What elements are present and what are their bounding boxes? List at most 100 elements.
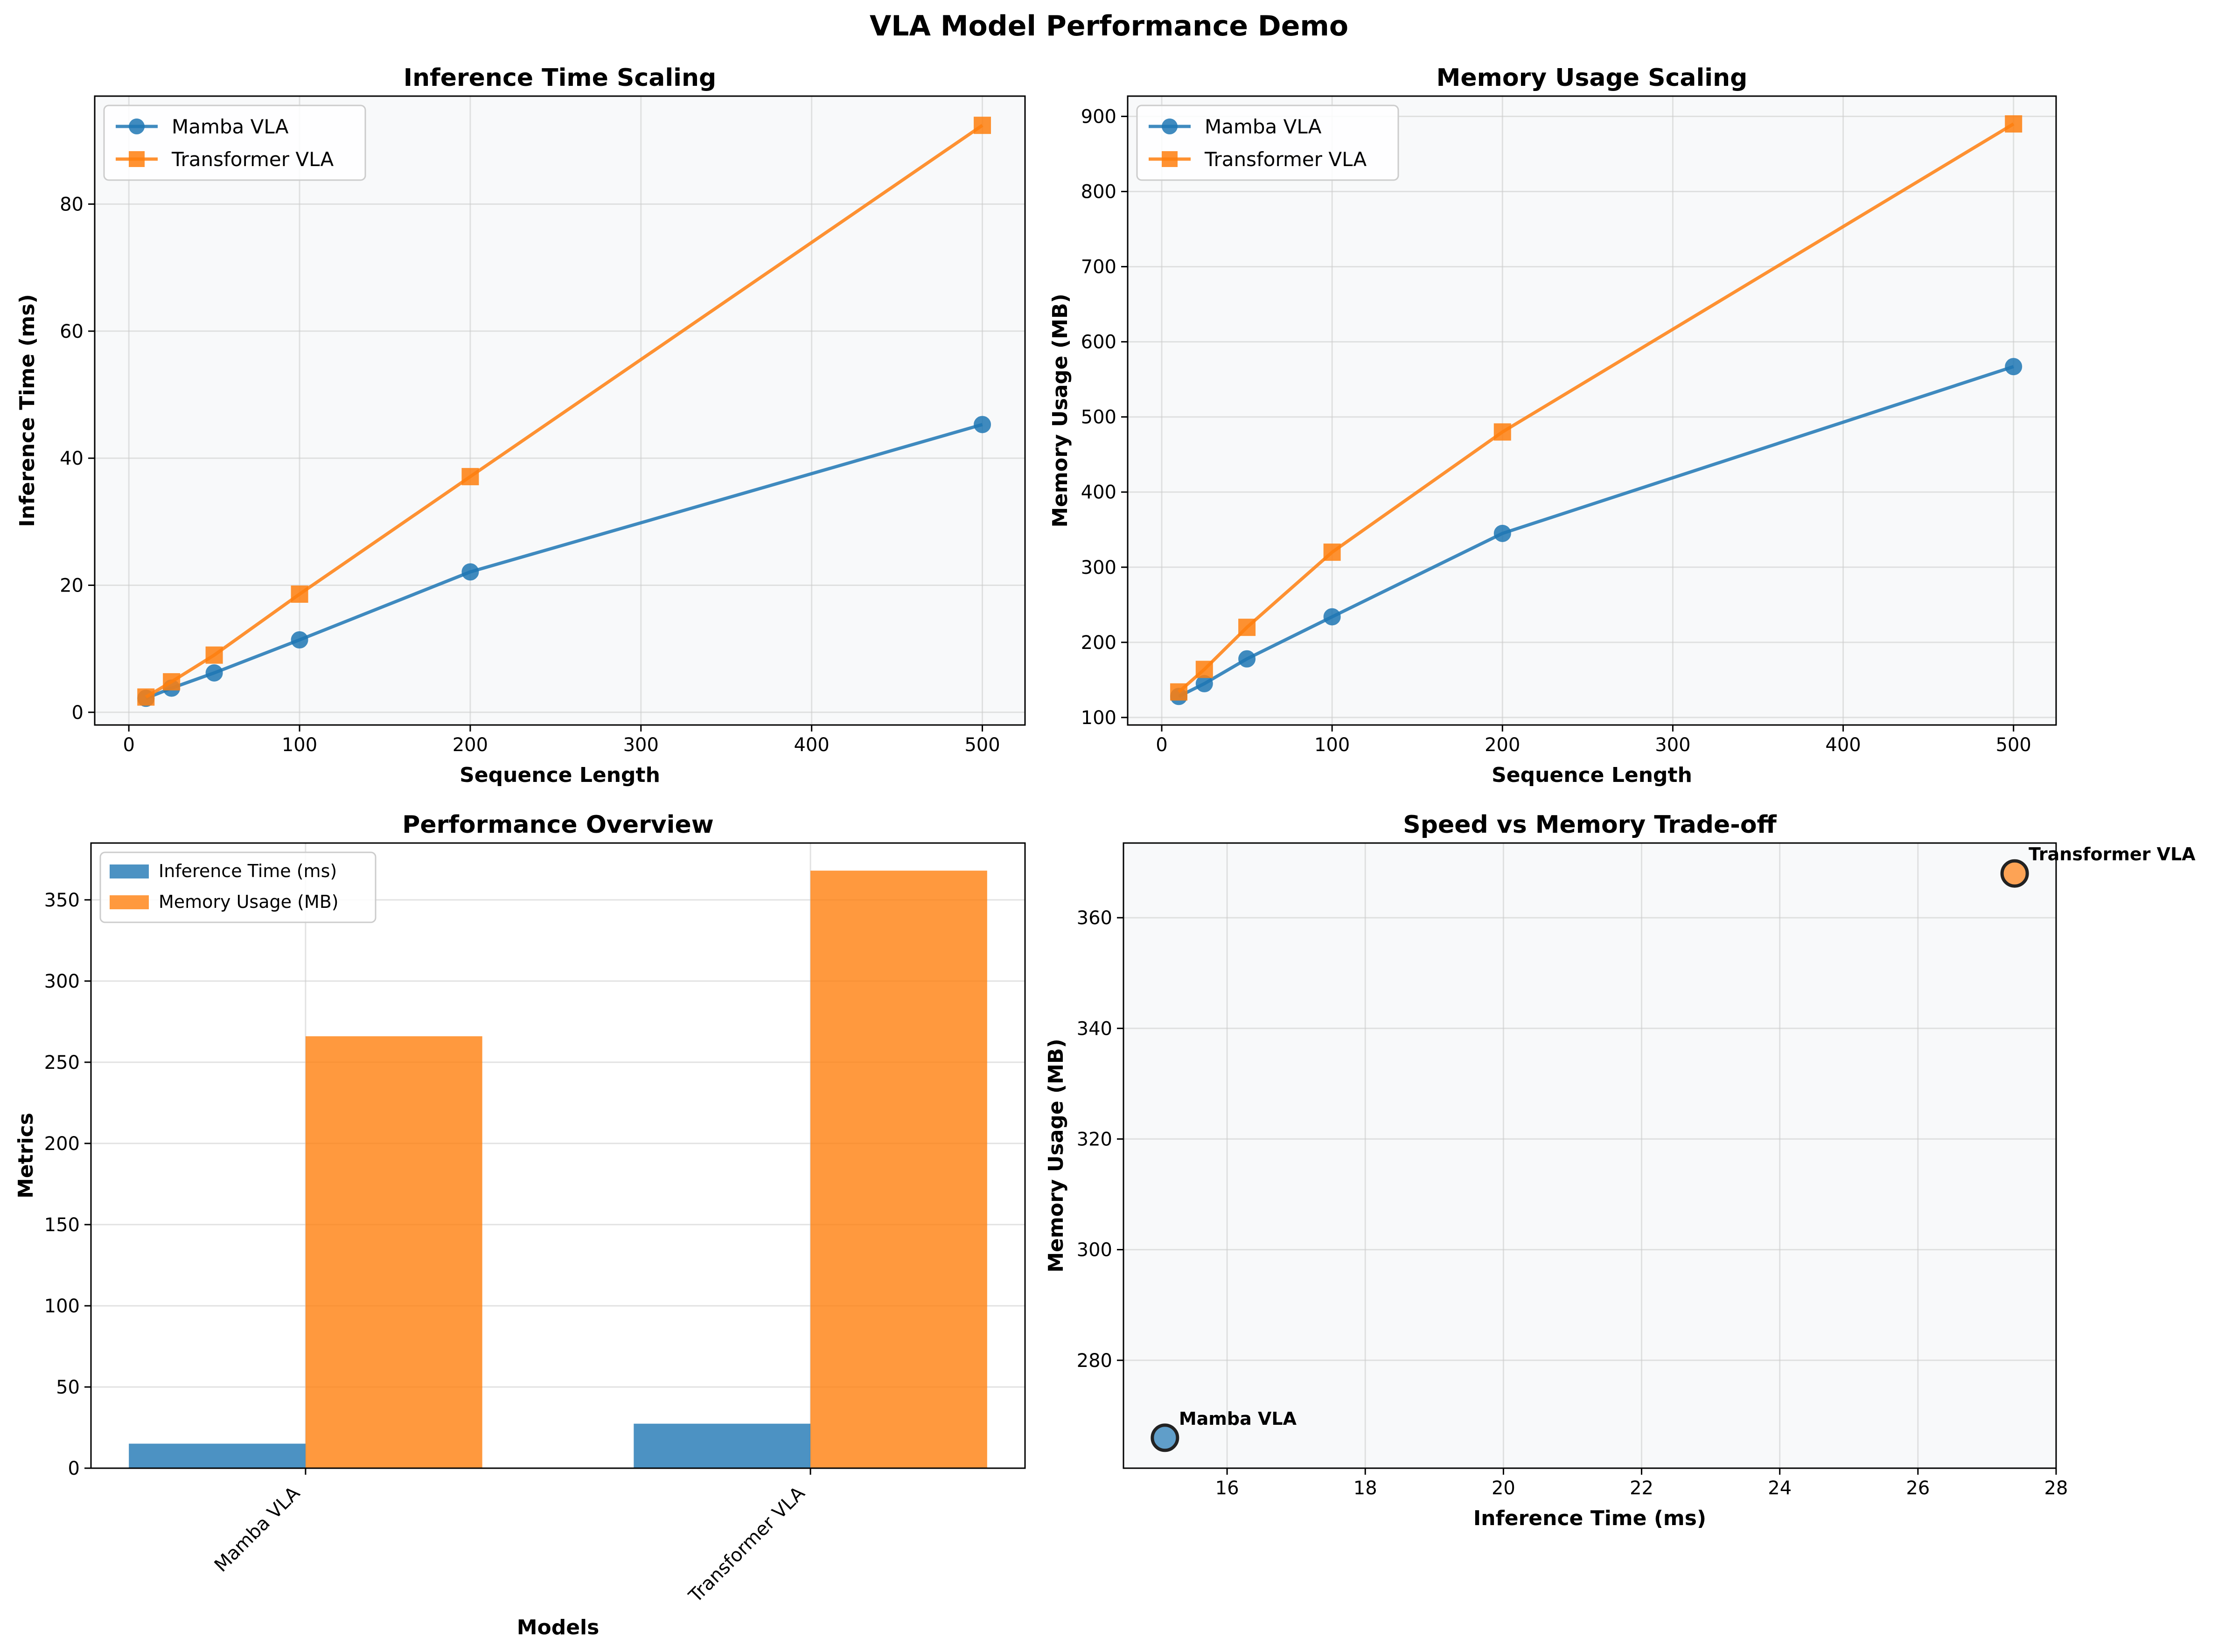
- y-tick-label: 300: [1077, 1240, 1112, 1261]
- series-transformer: [1170, 115, 2023, 701]
- legend-swatch-marker: [129, 118, 145, 134]
- y-tick-label: 400: [1081, 482, 1116, 503]
- y-axis-label: Inference Time (ms): [15, 294, 39, 527]
- point-label: Mamba VLA: [1179, 1408, 1297, 1429]
- y-tick-label: 50: [56, 1377, 80, 1398]
- performance-overview-chart: 0 50 100 150 200 250 300 350 Mamba VLA Transforme…: [14, 811, 1026, 1639]
- data-point: [1170, 683, 1188, 701]
- axes-frame: [94, 95, 1026, 726]
- y-tick-label: 0: [72, 702, 84, 724]
- bar-series-inference: [129, 1423, 811, 1468]
- legend-box: [103, 105, 366, 181]
- legend: Mamba VLA Transformer VLA: [1136, 105, 1399, 181]
- y-tick-label: 350: [44, 890, 80, 911]
- y-tick-label: 100: [44, 1296, 80, 1317]
- chart-title: Memory Usage Scaling: [1437, 64, 1748, 92]
- y-tick-label: 40: [60, 448, 84, 469]
- data-point: [163, 673, 181, 690]
- x-tick-label: 400: [1825, 734, 1861, 756]
- legend-label: Inference Time (ms): [159, 861, 337, 881]
- y-tick-label: 700: [1081, 257, 1116, 278]
- data-point: [1323, 608, 1341, 626]
- y-tick-label: 250: [44, 1052, 80, 1073]
- chart-title: Performance Overview: [402, 811, 714, 839]
- x-tick-label: 500: [1996, 734, 2031, 756]
- x-axis-label: Inference Time (ms): [1473, 1506, 1706, 1530]
- x-tick-label: 100: [282, 734, 317, 756]
- x-tick-label: 26: [1906, 1478, 1930, 1499]
- bar: [810, 871, 987, 1468]
- bar: [634, 1423, 811, 1468]
- data-point: [291, 586, 308, 603]
- x-tick-label: 24: [1768, 1478, 1792, 1499]
- data-point: [1195, 661, 1213, 678]
- data-point: [205, 646, 223, 664]
- y-tick-label: 200: [1081, 632, 1116, 654]
- grid-lines: [1123, 843, 2057, 1468]
- x-tick-label: 0: [1156, 734, 1167, 756]
- x-tick-label: 500: [964, 734, 1000, 756]
- legend-swatch-marker: [1162, 118, 1178, 134]
- axes-frame: [90, 842, 1026, 1469]
- data-point: [2005, 115, 2023, 133]
- data-point: [974, 117, 991, 134]
- legend-swatch: [110, 864, 149, 878]
- data-point: [974, 416, 991, 433]
- x-tick-label: 300: [623, 734, 659, 756]
- data-point: [1493, 524, 1511, 542]
- legend-swatch-marker: [129, 151, 145, 167]
- y-tick-label: 80: [60, 194, 84, 215]
- figure-title: VLA Model Performance Demo: [870, 10, 1348, 42]
- y-tick-label: 60: [60, 321, 84, 342]
- x-tick-label: 300: [1655, 734, 1690, 756]
- y-tick-label: 360: [1077, 907, 1112, 929]
- x-tick-label: 0: [123, 734, 134, 756]
- legend-swatch: [110, 895, 149, 909]
- y-tick-label: 20: [60, 575, 84, 596]
- data-point: [291, 631, 308, 649]
- x-tick-label: 200: [1485, 734, 1520, 756]
- data-point: [1195, 675, 1213, 692]
- data-point: [1493, 423, 1511, 441]
- y-tick-label: 0: [68, 1458, 80, 1479]
- y-tick-label: 320: [1077, 1129, 1112, 1150]
- x-tick-label: 18: [1353, 1478, 1377, 1499]
- chart-title: Inference Time Scaling: [404, 64, 717, 92]
- grid-lines: [1128, 96, 2056, 725]
- legend-swatch-marker: [1162, 151, 1178, 167]
- data-point: [137, 688, 155, 706]
- series-transformer: [137, 117, 991, 706]
- data-point: [461, 468, 479, 486]
- x-tick-label: 200: [453, 734, 488, 756]
- data-point: [205, 664, 223, 682]
- x-axis-label: Sequence Length: [1492, 763, 1692, 787]
- y-tick-label: 200: [44, 1133, 80, 1155]
- x-tick-label: Transformer VLA: [684, 1482, 809, 1607]
- y-axis-label: Memory Usage (MB): [1048, 293, 1072, 527]
- x-tick-label: 400: [794, 734, 829, 756]
- data-point: [2005, 358, 2023, 376]
- y-tick-label: 900: [1081, 106, 1116, 127]
- legend-label: Mamba VLA: [1205, 115, 1322, 138]
- legend: Inference Time (ms) Memory Usage (MB): [99, 851, 377, 923]
- y-tick-label: 600: [1081, 332, 1116, 353]
- x-tick-label: 100: [1314, 734, 1350, 756]
- y-tick-label: 300: [1081, 557, 1116, 579]
- y-tick-label: 100: [1081, 707, 1116, 729]
- legend-label: Memory Usage (MB): [159, 892, 339, 912]
- bar: [305, 1036, 482, 1468]
- grid-lines: [95, 96, 1025, 725]
- x-tick-label: 28: [2044, 1478, 2068, 1499]
- data-point: [1238, 619, 1256, 636]
- y-axis-label: Memory Usage (MB): [1044, 1039, 1068, 1272]
- legend-label: Transformer VLA: [1204, 148, 1367, 171]
- axes-frame: [1127, 95, 2057, 726]
- legend-box: [99, 851, 377, 923]
- x-tick-label: 16: [1215, 1478, 1239, 1499]
- plot-area: [1128, 96, 2056, 725]
- y-tick-label: 280: [1077, 1350, 1112, 1372]
- legend-box: [1136, 105, 1399, 181]
- y-tick-label: 500: [1081, 407, 1116, 428]
- y-tick-label: 300: [44, 971, 80, 992]
- y-tick-label: 800: [1081, 181, 1116, 203]
